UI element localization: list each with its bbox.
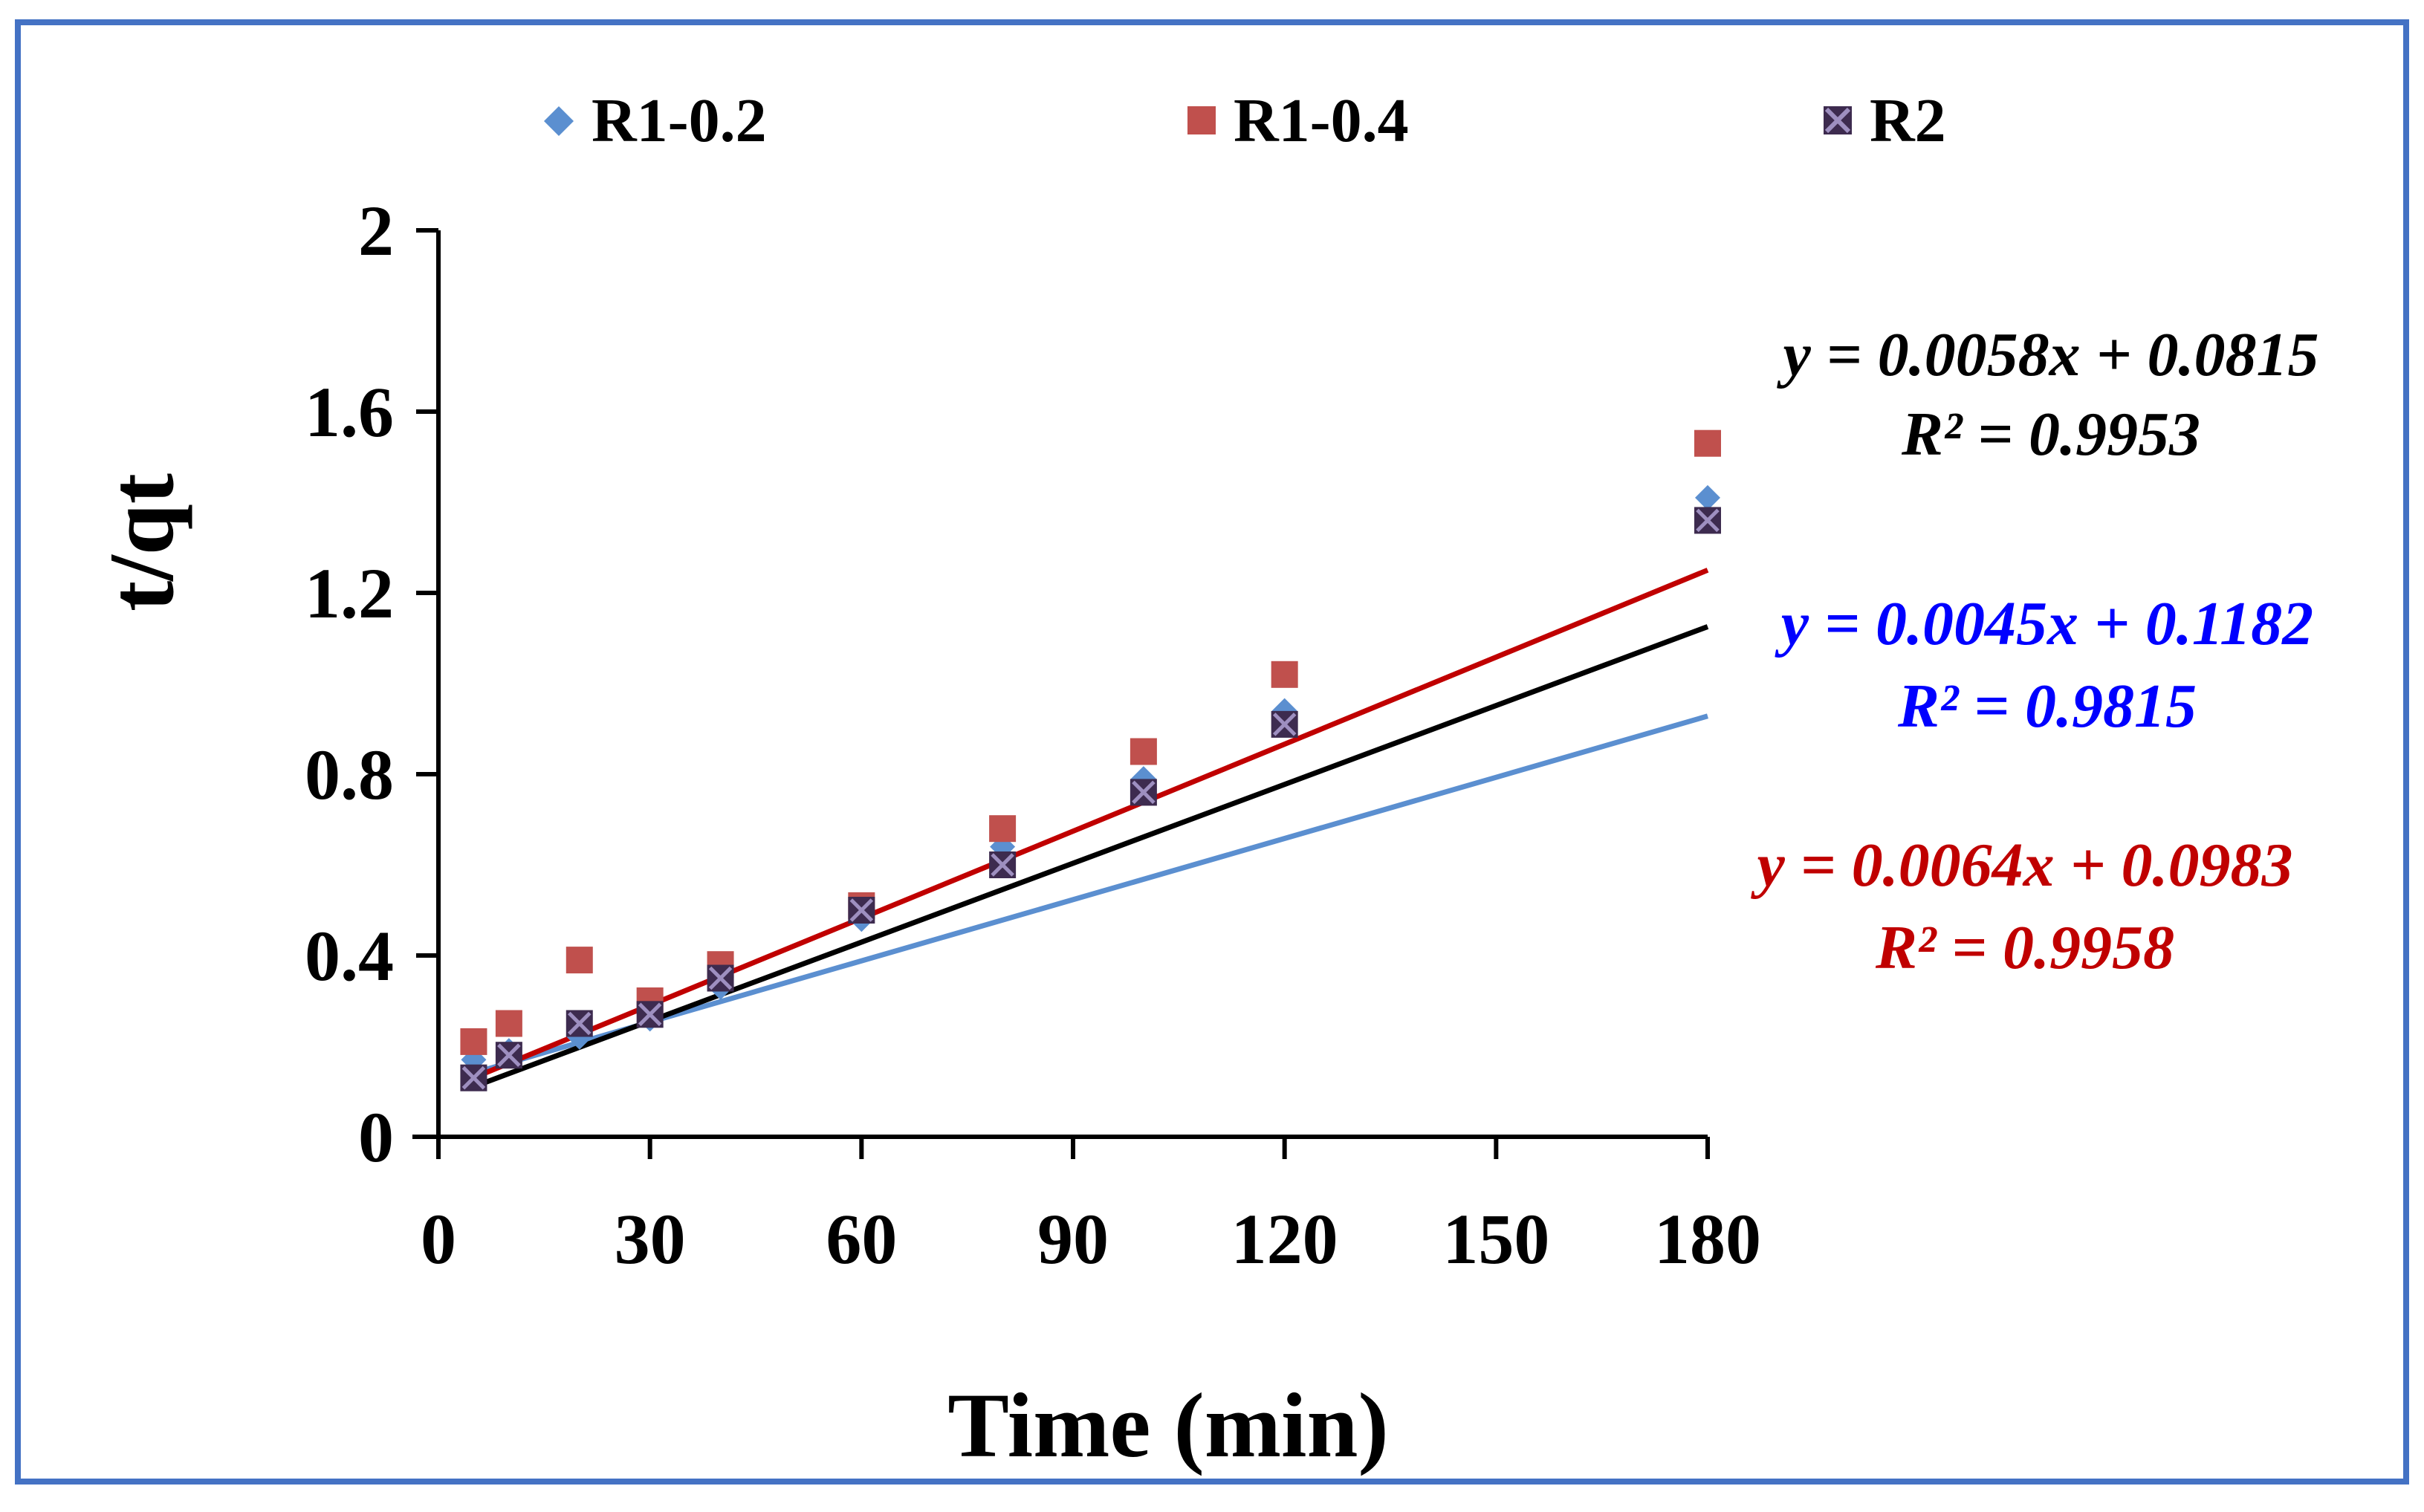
equation-r2: y = 0.0058x + 0.0815 R² = 0.9953	[1776, 320, 2318, 469]
data-point-r1-0-4	[566, 947, 593, 974]
y-tick-label: 1.6	[305, 372, 394, 452]
y-tick-label: 0.8	[305, 735, 394, 814]
data-point-r2	[566, 1010, 593, 1037]
legend-marker-r2-cross	[1824, 107, 1851, 134]
data-point-r2	[1130, 779, 1157, 806]
legend-label-r1-0-2: R1-0.2	[592, 86, 767, 155]
data-point-r1-0-4	[460, 1028, 487, 1055]
data-point-r1-0-4	[495, 1010, 522, 1037]
data-point-r2-cross	[568, 1011, 592, 1036]
y-tick-label: 1.2	[305, 554, 394, 633]
equation-r2-fit: y = 0.0058x + 0.0815	[1776, 320, 2318, 389]
y-tick-label: 2	[358, 191, 394, 270]
fit-line-r1-0-2	[473, 713, 1708, 1076]
data-markers	[460, 429, 1721, 1091]
legend-item-r2: R2	[1824, 86, 1946, 155]
x-tick-label: 180	[1654, 1199, 1761, 1279]
legend-marker-r1-0-2	[544, 106, 574, 136]
x-axis-title: Time (min)	[947, 1375, 1389, 1476]
data-point-r2	[707, 964, 734, 992]
equation-r1-0-4-fit: y = 0.0064x + 0.0983	[1750, 831, 2292, 900]
data-point-r2-cross	[497, 1043, 521, 1067]
data-point-r2-cross	[1696, 508, 1720, 533]
data-point-r2-cross	[849, 898, 874, 922]
x-tick-label: 120	[1231, 1199, 1338, 1279]
data-point-r2	[636, 1001, 664, 1028]
y-ticks: 0 0.4 0.8 1.2 1.6 2	[305, 191, 438, 1177]
y-tick-label: 0.4	[305, 916, 394, 996]
data-point-r2-cross	[1272, 713, 1297, 736]
legend-label-r2: R2	[1870, 86, 1946, 155]
x-tick-label: 30	[615, 1199, 686, 1279]
data-point-r2-cross	[1132, 780, 1156, 805]
equation-r1-0-2-fit: y = 0.0045x + 0.1182	[1775, 589, 2313, 658]
data-point-r2	[495, 1042, 522, 1069]
equation-r1-0-2-rsquared: R² = 0.9815	[1897, 672, 2197, 741]
data-point-r2	[989, 851, 1017, 878]
data-point-r2	[1694, 507, 1721, 534]
data-point-r2-cross	[991, 853, 1014, 877]
x-tick-label: 90	[1037, 1199, 1109, 1279]
data-point-r1-0-4	[1130, 738, 1157, 765]
data-point-r2	[848, 897, 875, 924]
data-point-r1-0-4	[1271, 661, 1298, 688]
data-point-r2	[460, 1064, 487, 1091]
legend-label-r1-0-4: R1-0.4	[1234, 86, 1409, 155]
data-point-r2	[1271, 710, 1298, 738]
data-point-r2-cross	[461, 1065, 486, 1090]
x-ticks: 0 30 60 90 120 150 180	[421, 1137, 1761, 1279]
legend: R1-0.2 R1-0.4 R2	[544, 86, 1946, 155]
y-tick-label: 0	[358, 1097, 394, 1177]
chart-frame	[15, 19, 2409, 1485]
data-point-r1-0-2	[1695, 484, 1720, 510]
data-point-r2-cross	[708, 966, 733, 990]
equation-r2-rsquared: R² = 0.9953	[1901, 400, 2200, 469]
equation-r1-0-4-rsquared: R² = 0.9958	[1875, 913, 2174, 982]
equation-r1-0-4: y = 0.0064x + 0.0983 R² = 0.9958	[1750, 831, 2292, 982]
fit-line-r2	[473, 624, 1709, 1089]
equation-r1-0-2: y = 0.0045x + 0.1182 R² = 0.9815	[1775, 589, 2313, 741]
x-tick-label: 60	[826, 1199, 897, 1279]
fit-line-r1-0-4	[473, 568, 1709, 1080]
data-point-r1-0-4	[989, 815, 1017, 843]
data-point-r2-cross	[638, 1002, 662, 1027]
legend-item-r1-0-4: R1-0.4	[1187, 86, 1409, 155]
x-tick-label: 150	[1442, 1199, 1549, 1279]
legend-marker-r1-0-4	[1187, 106, 1216, 134]
y-axis-title: t/qt	[91, 473, 192, 611]
data-point-r1-0-4	[1694, 429, 1721, 457]
legend-item-r1-0-2: R1-0.2	[544, 86, 767, 155]
fit-lines	[473, 568, 1709, 1089]
x-tick-label: 0	[421, 1199, 456, 1279]
